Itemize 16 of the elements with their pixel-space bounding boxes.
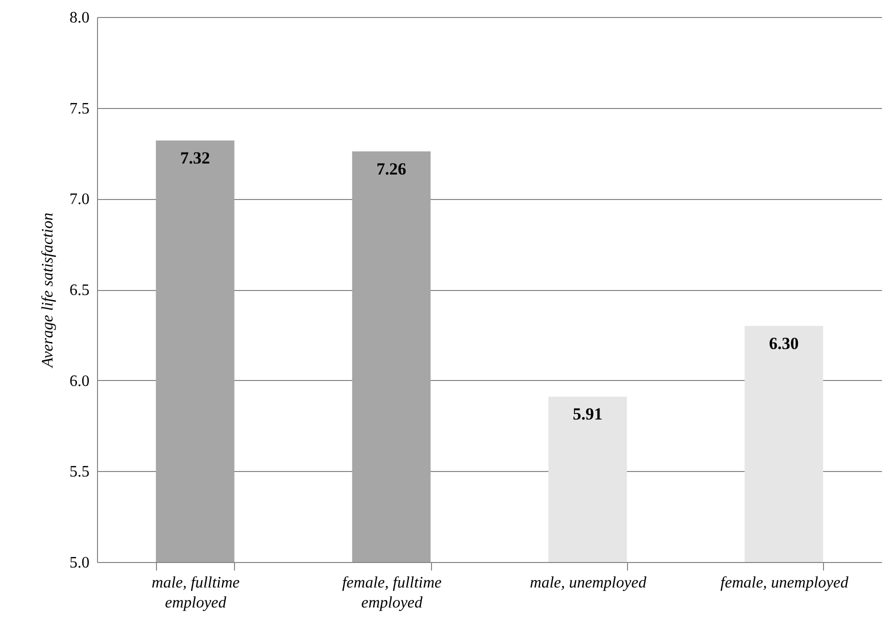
- data-label: 7.32: [180, 148, 210, 168]
- y-tick-label: 8.0: [70, 10, 90, 26]
- y-tick-label: 5.5: [70, 464, 90, 481]
- x-tick-label: female, fulltime employed: [342, 574, 442, 612]
- x-tick-label: female, unemployed: [720, 574, 850, 592]
- y-tick-label: 6.0: [70, 372, 90, 390]
- y-tick-label: 6.5: [70, 282, 90, 299]
- y-tick-label: 7.5: [70, 100, 90, 118]
- y-tick-label: 5.0: [70, 554, 90, 572]
- y-axis-title: Average life satisfaction: [40, 212, 56, 368]
- x-tick-label: male, unemployed: [530, 574, 648, 592]
- data-label: 5.91: [572, 404, 602, 424]
- x-tick-label: male, fulltime employed: [152, 574, 240, 612]
- data-label: 7.26: [376, 159, 406, 178]
- y-tick-label: 7.0: [70, 191, 90, 208]
- data-label: 6.30: [769, 334, 799, 353]
